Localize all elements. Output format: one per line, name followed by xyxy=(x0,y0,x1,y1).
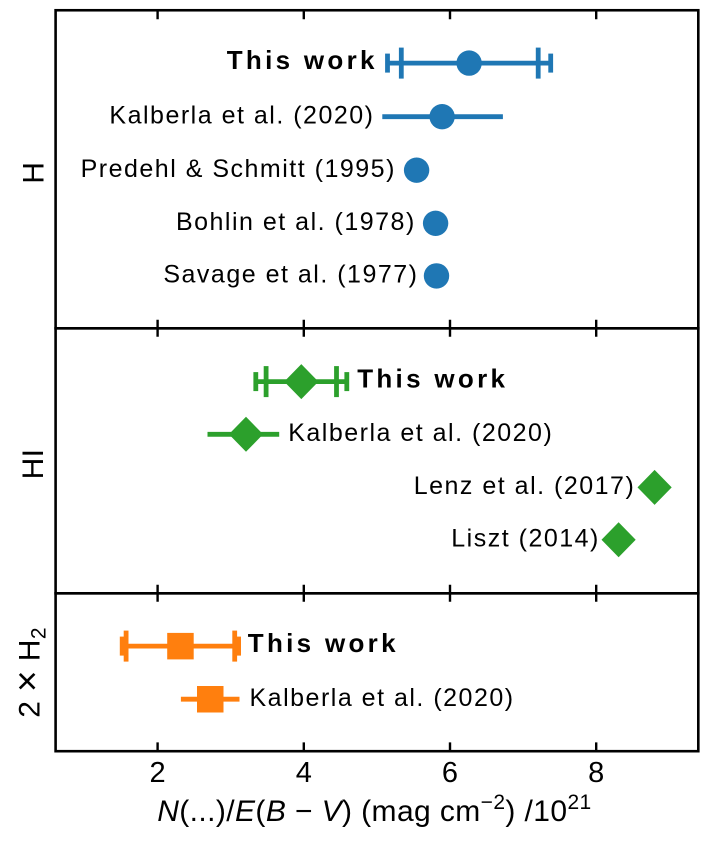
svg-text:Predehl & Schmitt (1995): Predehl & Schmitt (1995) xyxy=(81,155,396,183)
svg-text:N(...)/E(B − V) (mag cm−2) /10: N(...)/E(B − V) (mag cm−2) /1021 xyxy=(157,791,591,828)
svg-text:4: 4 xyxy=(296,757,312,789)
svg-text:6: 6 xyxy=(442,757,458,789)
svg-text:2 × H2: 2 × H2 xyxy=(6,627,50,718)
svg-text:Kalberla et al. (2020): Kalberla et al. (2020) xyxy=(109,102,374,130)
svg-text:8: 8 xyxy=(588,757,604,789)
svg-text:Kalberla et al. (2020): Kalberla et al. (2020) xyxy=(288,419,553,447)
svg-text:This work: This work xyxy=(227,45,378,75)
svg-text:Lenz et al. (2017): Lenz et al. (2017) xyxy=(414,472,636,500)
svg-text:Liszt (2014): Liszt (2014) xyxy=(451,525,600,553)
svg-text:Bohlin et al. (1978): Bohlin et al. (1978) xyxy=(176,208,416,236)
svg-text:This work: This work xyxy=(248,628,399,658)
svg-text:2: 2 xyxy=(150,757,166,789)
svg-text:Kalberla et al. (2020): Kalberla et al. (2020) xyxy=(250,684,515,712)
svg-text:HI: HI xyxy=(17,449,50,480)
svg-text:H: H xyxy=(18,162,51,184)
svg-text:Savage et al. (1977): Savage et al. (1977) xyxy=(163,261,418,289)
svg-text:This work: This work xyxy=(357,363,508,393)
